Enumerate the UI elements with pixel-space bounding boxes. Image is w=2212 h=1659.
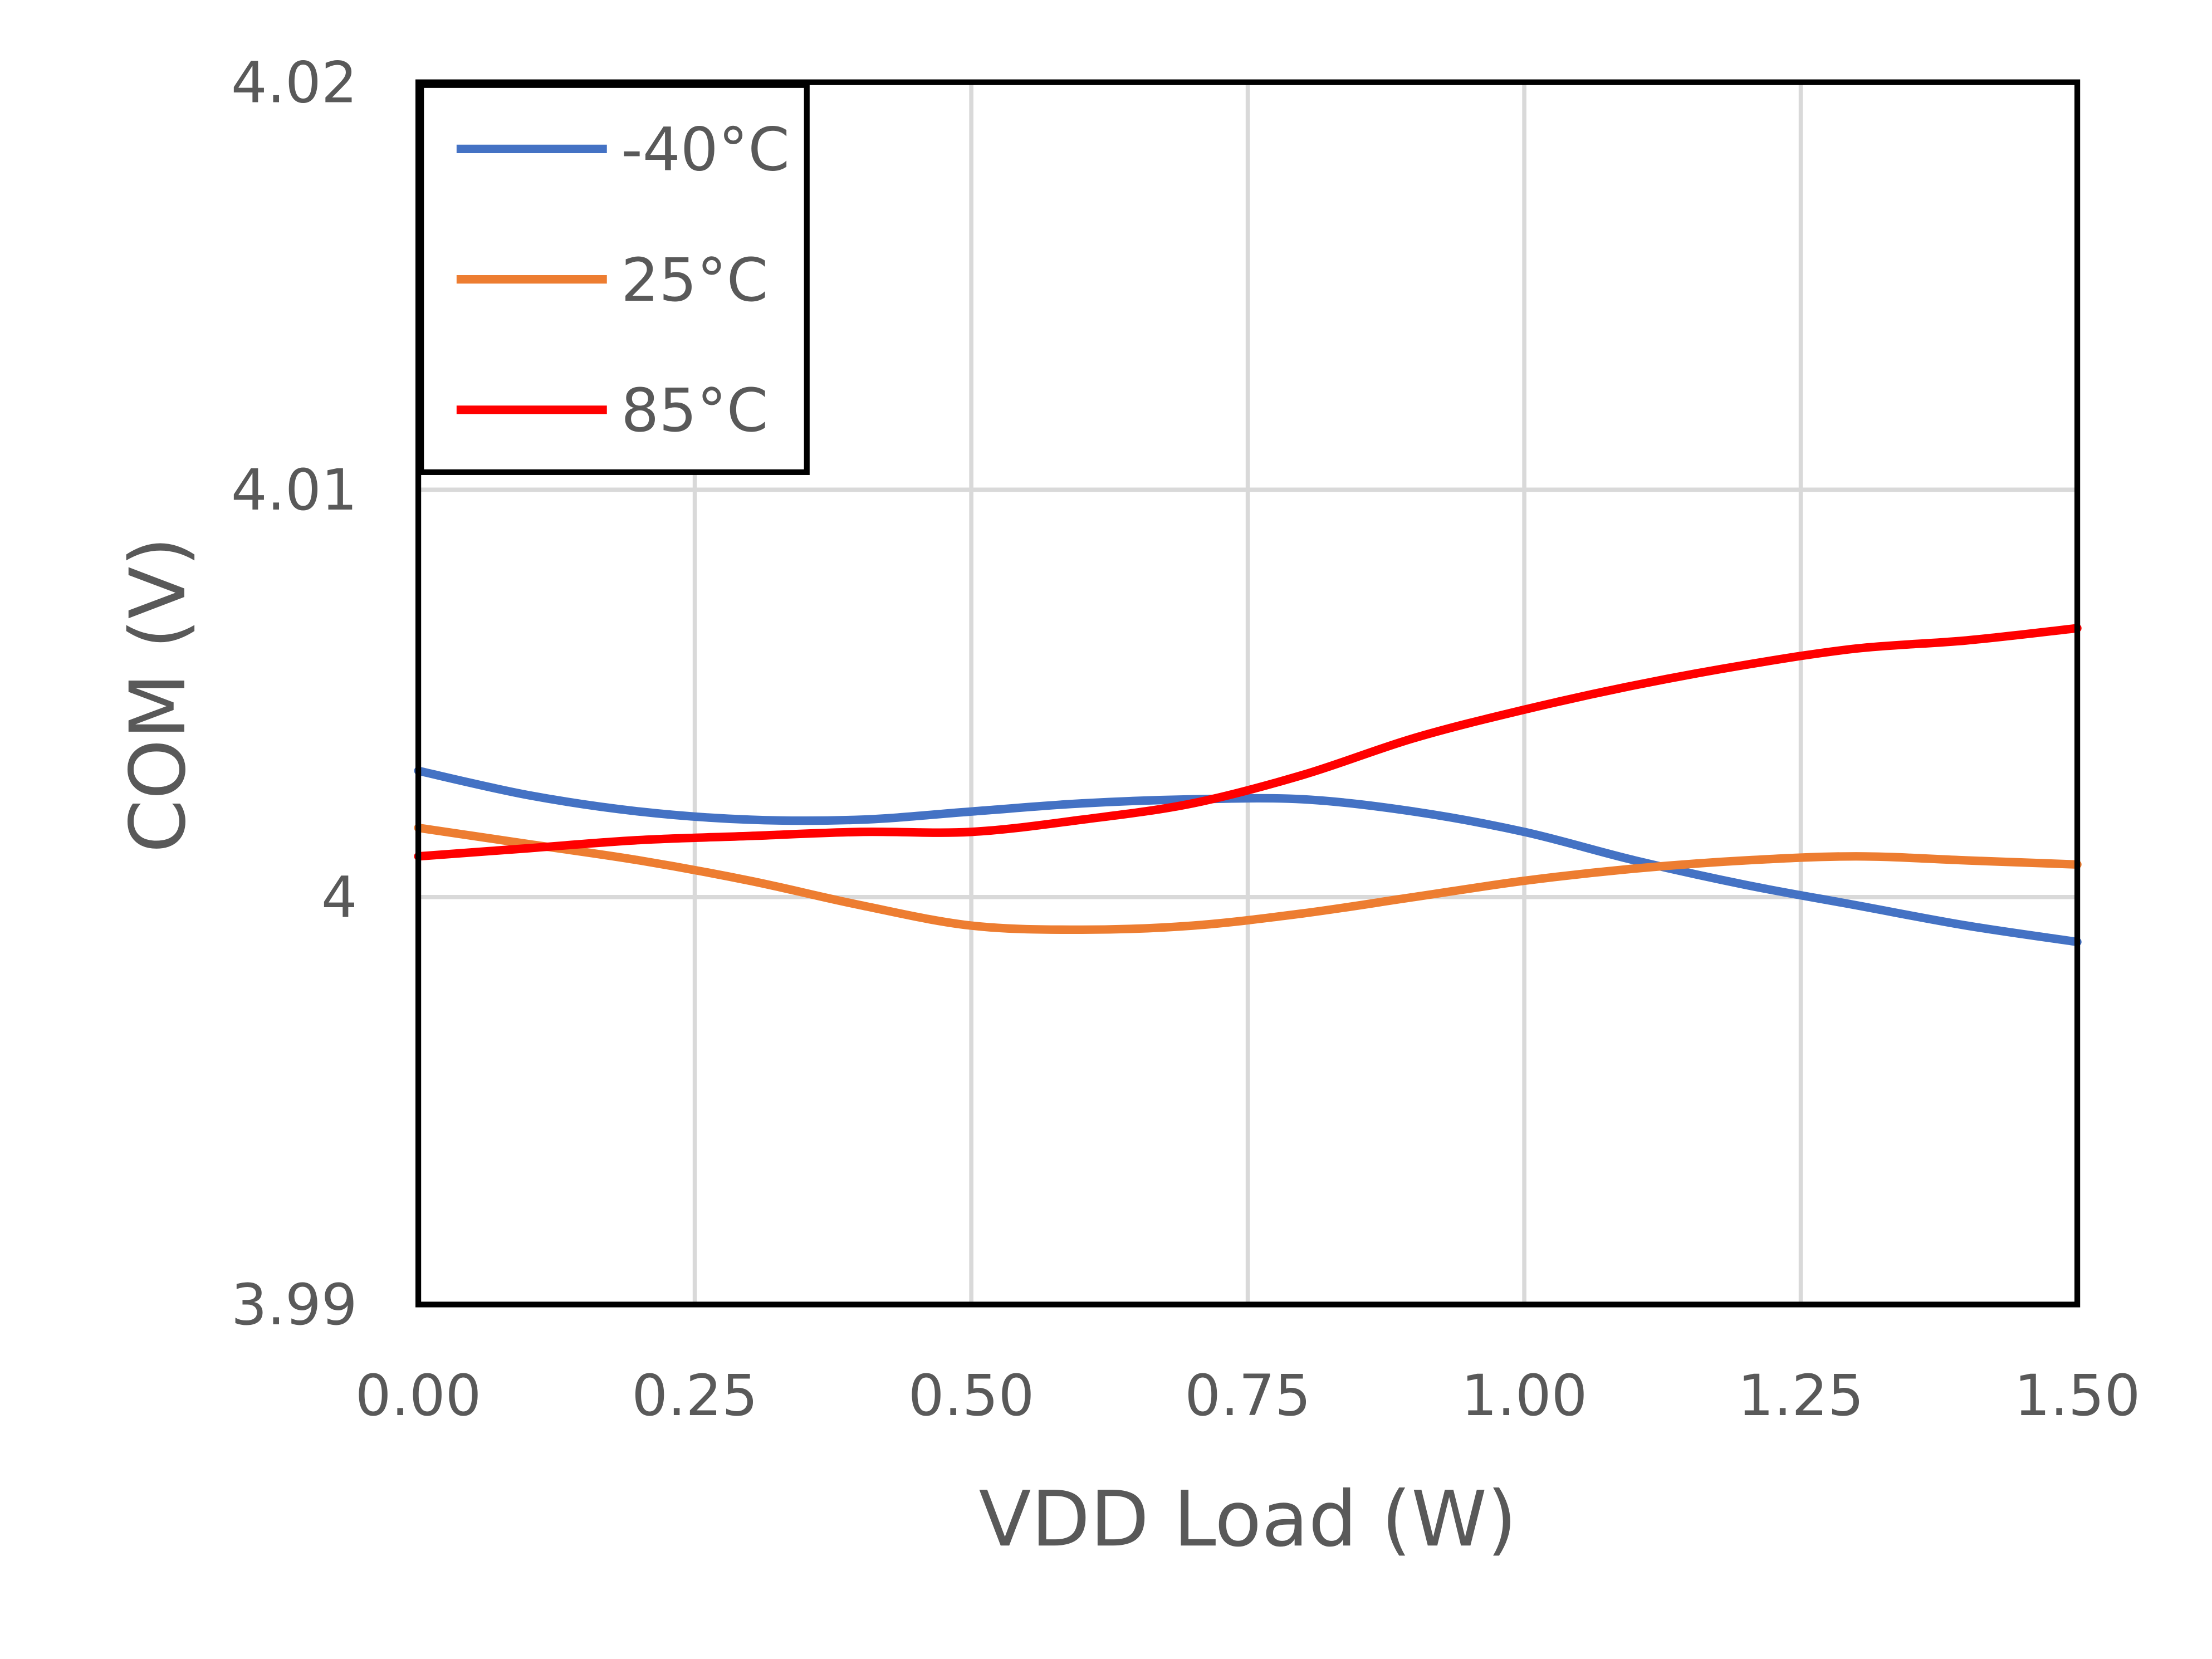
series-line-0 [414, 766, 2082, 946]
series-lines [414, 624, 2082, 946]
y-tick-label: 3.99 [231, 1272, 358, 1338]
plot-border [415, 79, 2081, 1308]
series-line-1 [414, 823, 2082, 934]
y-tick-label: 4 [321, 865, 358, 931]
legend: -40°C 25°C 85°C [418, 82, 810, 475]
x-tick-label: 0.00 [355, 1363, 482, 1429]
legend-label: 25°C [621, 246, 768, 315]
x-tick-label: 0.25 [632, 1363, 758, 1429]
x-tick-label: 1.00 [1461, 1363, 1588, 1429]
y-axis-title: COM (V) [114, 537, 203, 853]
y-tick-label: 4.01 [231, 457, 358, 523]
x-axis-title: VDD Load (W) [979, 1475, 1517, 1564]
legend-label: 85°C [621, 376, 768, 446]
x-tick-label: 0.50 [908, 1363, 1035, 1429]
x-tick-label: 0.75 [1185, 1363, 1311, 1429]
x-tick-label: 1.50 [2014, 1363, 2141, 1429]
legend-label: -40°C [621, 116, 790, 185]
x-tick-label: 1.25 [1738, 1363, 1864, 1429]
x-tick-labels: 0.00 0.25 0.50 0.75 1.00 1.25 1.50 [355, 1363, 2141, 1429]
y-tick-labels: 3.99 4 4.01 4.02 [231, 50, 358, 1338]
y-tick-label: 4.02 [231, 50, 358, 116]
series-line-2 [414, 624, 2082, 861]
